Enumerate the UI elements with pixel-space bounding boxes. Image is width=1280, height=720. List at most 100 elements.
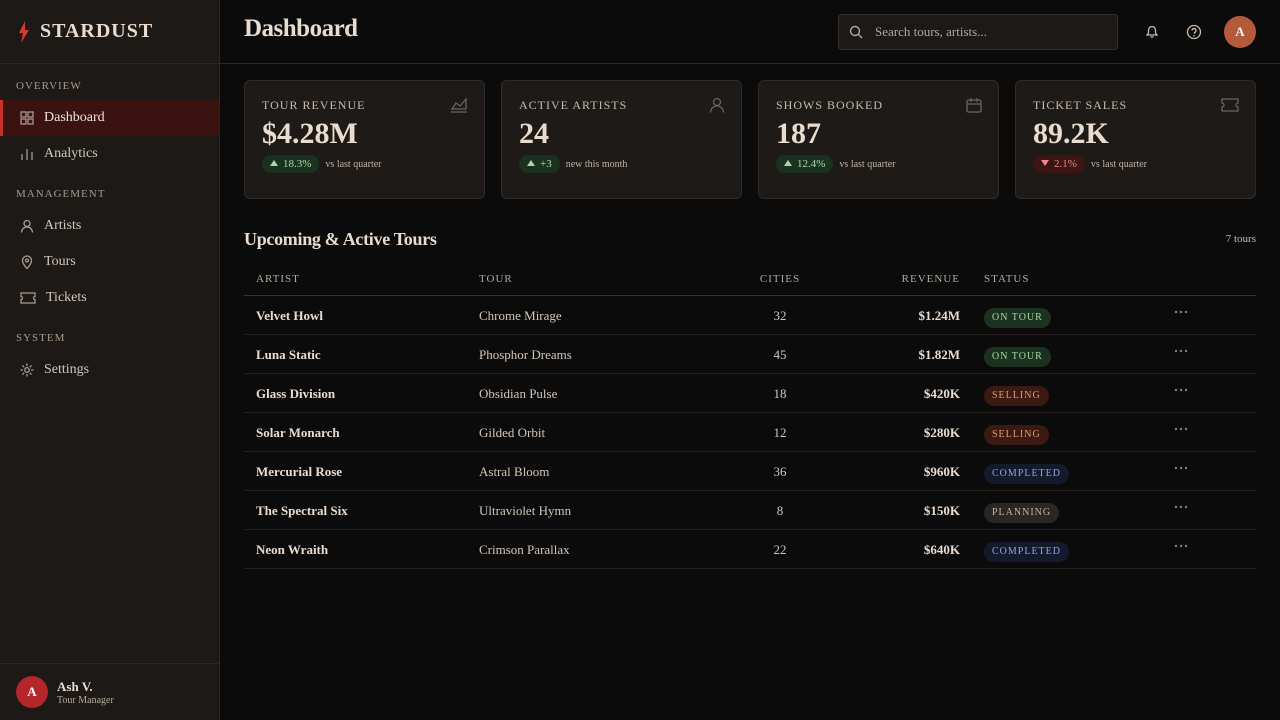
nav-item[interactable]: Dashboard xyxy=(0,100,219,136)
artist: Solar Monarch xyxy=(256,425,340,440)
search[interactable]: Search tours, artists... xyxy=(838,14,1118,50)
tour: Obsidian Pulse xyxy=(479,386,558,401)
row-menu[interactable] xyxy=(1174,329,1188,368)
artist: Mercurial Rose xyxy=(256,464,343,479)
nav-label: Artists xyxy=(44,218,82,233)
table-title: Upcoming & Active Tours xyxy=(244,229,437,249)
status-cell: ON TOUR xyxy=(984,335,1051,374)
stat-label: TICKET SALES xyxy=(1033,98,1128,112)
nav-label: Tours xyxy=(44,254,76,269)
stat-change-value: +3 xyxy=(540,158,552,170)
table-count: 7 tours xyxy=(1225,233,1256,245)
row-menu[interactable] xyxy=(1174,485,1188,524)
table-row: Glass Division Obsidian Pulse 18 $420K SELLI… xyxy=(244,374,1256,413)
column-header: ARTIST xyxy=(256,273,300,285)
stat-card: TICKET SALES 89.2K 2.1% vs last quarter xyxy=(1015,80,1256,199)
nav-item[interactable]: Settings xyxy=(0,352,219,388)
cities: 18 xyxy=(773,386,787,401)
stat-label: TOUR REVENUE xyxy=(262,98,366,112)
tour: Chrome Mirage xyxy=(479,308,562,323)
stat-change: 18.3% xyxy=(262,155,320,173)
status-pill: PLANNING xyxy=(984,503,1060,523)
cities: 12 xyxy=(773,425,787,440)
artist: Neon Wraith xyxy=(256,542,329,557)
status-cell: COMPLETED xyxy=(984,530,1069,569)
revenue: $150K xyxy=(923,503,960,518)
table-row: Velvet Howl Chrome Mirage 32 $1.24M ON TOUR xyxy=(244,296,1256,335)
tour: Ultraviolet Hymn xyxy=(479,503,572,518)
brand-name: STARDUST xyxy=(40,20,154,42)
status-pill: SELLING xyxy=(984,386,1049,406)
nav-item[interactable]: Tickets xyxy=(0,280,219,316)
status-cell: COMPLETED xyxy=(984,452,1069,491)
nav-item[interactable]: Tours xyxy=(0,244,219,280)
row-menu[interactable] xyxy=(1174,446,1188,485)
user: A Ash V. Tour Manager xyxy=(0,663,219,720)
cities: 8 xyxy=(776,503,784,518)
bell-icon[interactable] xyxy=(1144,24,1160,40)
stat-change-value: 2.1% xyxy=(1054,158,1077,170)
column-header: TOUR xyxy=(479,273,513,285)
brand: STARDUST xyxy=(0,0,219,64)
tour: Astral Bloom xyxy=(479,464,550,479)
sidebar: STARDUST OVERVIEW Dashboard Analytics MANAG… xyxy=(0,0,220,720)
stat-change-row: 18.3% vs last quarter xyxy=(262,151,467,173)
user-name: Ash V. xyxy=(57,678,93,694)
revenue: $1.82M xyxy=(918,347,960,362)
stat-change-row: 2.1% vs last quarter xyxy=(1033,151,1238,173)
nav-item[interactable]: Analytics xyxy=(0,136,219,172)
row-menu[interactable] xyxy=(1174,524,1188,563)
status-cell: PLANNING xyxy=(984,491,1060,530)
artist: The Spectral Six xyxy=(256,503,348,518)
nav-section: SYSTEM xyxy=(16,332,66,344)
cities: 45 xyxy=(773,347,787,362)
table-row: Luna Static Phosphor Dreams 45 $1.82M ON TOU… xyxy=(244,335,1256,374)
status-cell: SELLING xyxy=(984,374,1049,413)
header-avatar[interactable]: A xyxy=(1224,16,1256,48)
nav-item[interactable]: Artists xyxy=(0,208,219,244)
stat-note: new this month xyxy=(565,159,628,170)
main: Dashboard Search tours, artists... A TOU… xyxy=(220,0,1280,720)
status-pill: ON TOUR xyxy=(984,347,1051,367)
cities: 22 xyxy=(773,542,787,557)
nav-label: Tickets xyxy=(46,290,87,305)
user-role: Tour Manager xyxy=(57,694,114,706)
stat-change-value: 12.4% xyxy=(797,158,826,170)
nav: OVERVIEW Dashboard Analytics MANAGEMENT Arti… xyxy=(0,64,219,388)
row-menu[interactable] xyxy=(1174,368,1188,407)
help-icon[interactable] xyxy=(1186,24,1202,40)
status-pill: COMPLETED xyxy=(984,464,1069,484)
table-row: Solar Monarch Gilded Orbit 12 $280K SELLING xyxy=(244,413,1256,452)
stat-value: 24 xyxy=(519,117,549,150)
revenue: $960K xyxy=(923,464,960,479)
stat-change: 2.1% xyxy=(1033,155,1085,173)
status-cell: ON TOUR xyxy=(984,296,1051,335)
artist: Luna Static xyxy=(256,347,321,362)
row-menu[interactable] xyxy=(1174,407,1188,446)
stat-card: SHOWS BOOKED 187 12.4% vs last quarter xyxy=(758,80,999,199)
stat-change: +3 xyxy=(519,155,560,173)
tour: Gilded Orbit xyxy=(479,425,546,440)
revenue: $280K xyxy=(923,425,960,440)
user-avatar: A xyxy=(16,676,48,708)
stat-note: vs last quarter xyxy=(839,159,896,170)
nav-label: Analytics xyxy=(44,146,98,161)
cities: 32 xyxy=(773,308,787,323)
tour: Crimson Parallax xyxy=(479,542,570,557)
stat-value: 187 xyxy=(776,117,821,150)
tour: Phosphor Dreams xyxy=(479,347,572,362)
nav-label: Settings xyxy=(44,362,90,377)
stat-card: ACTIVE ARTISTS 24 +3 new this month xyxy=(501,80,742,199)
page-title: Dashboard xyxy=(244,15,358,42)
cities: 36 xyxy=(773,464,787,479)
nav-label: Dashboard xyxy=(44,110,105,125)
stat-label: SHOWS BOOKED xyxy=(776,98,884,112)
status-cell: SELLING xyxy=(984,413,1049,452)
status-pill: ON TOUR xyxy=(984,308,1051,328)
column-header: CITIES xyxy=(759,273,801,285)
table-row: Mercurial Rose Astral Bloom 36 $960K COMPLET… xyxy=(244,452,1256,491)
row-menu[interactable] xyxy=(1174,290,1188,329)
table-row: Neon Wraith Crimson Parallax 22 $640K COMPLE… xyxy=(244,530,1256,569)
stat-change-value: 18.3% xyxy=(283,158,312,170)
artist: Glass Division xyxy=(256,386,336,401)
